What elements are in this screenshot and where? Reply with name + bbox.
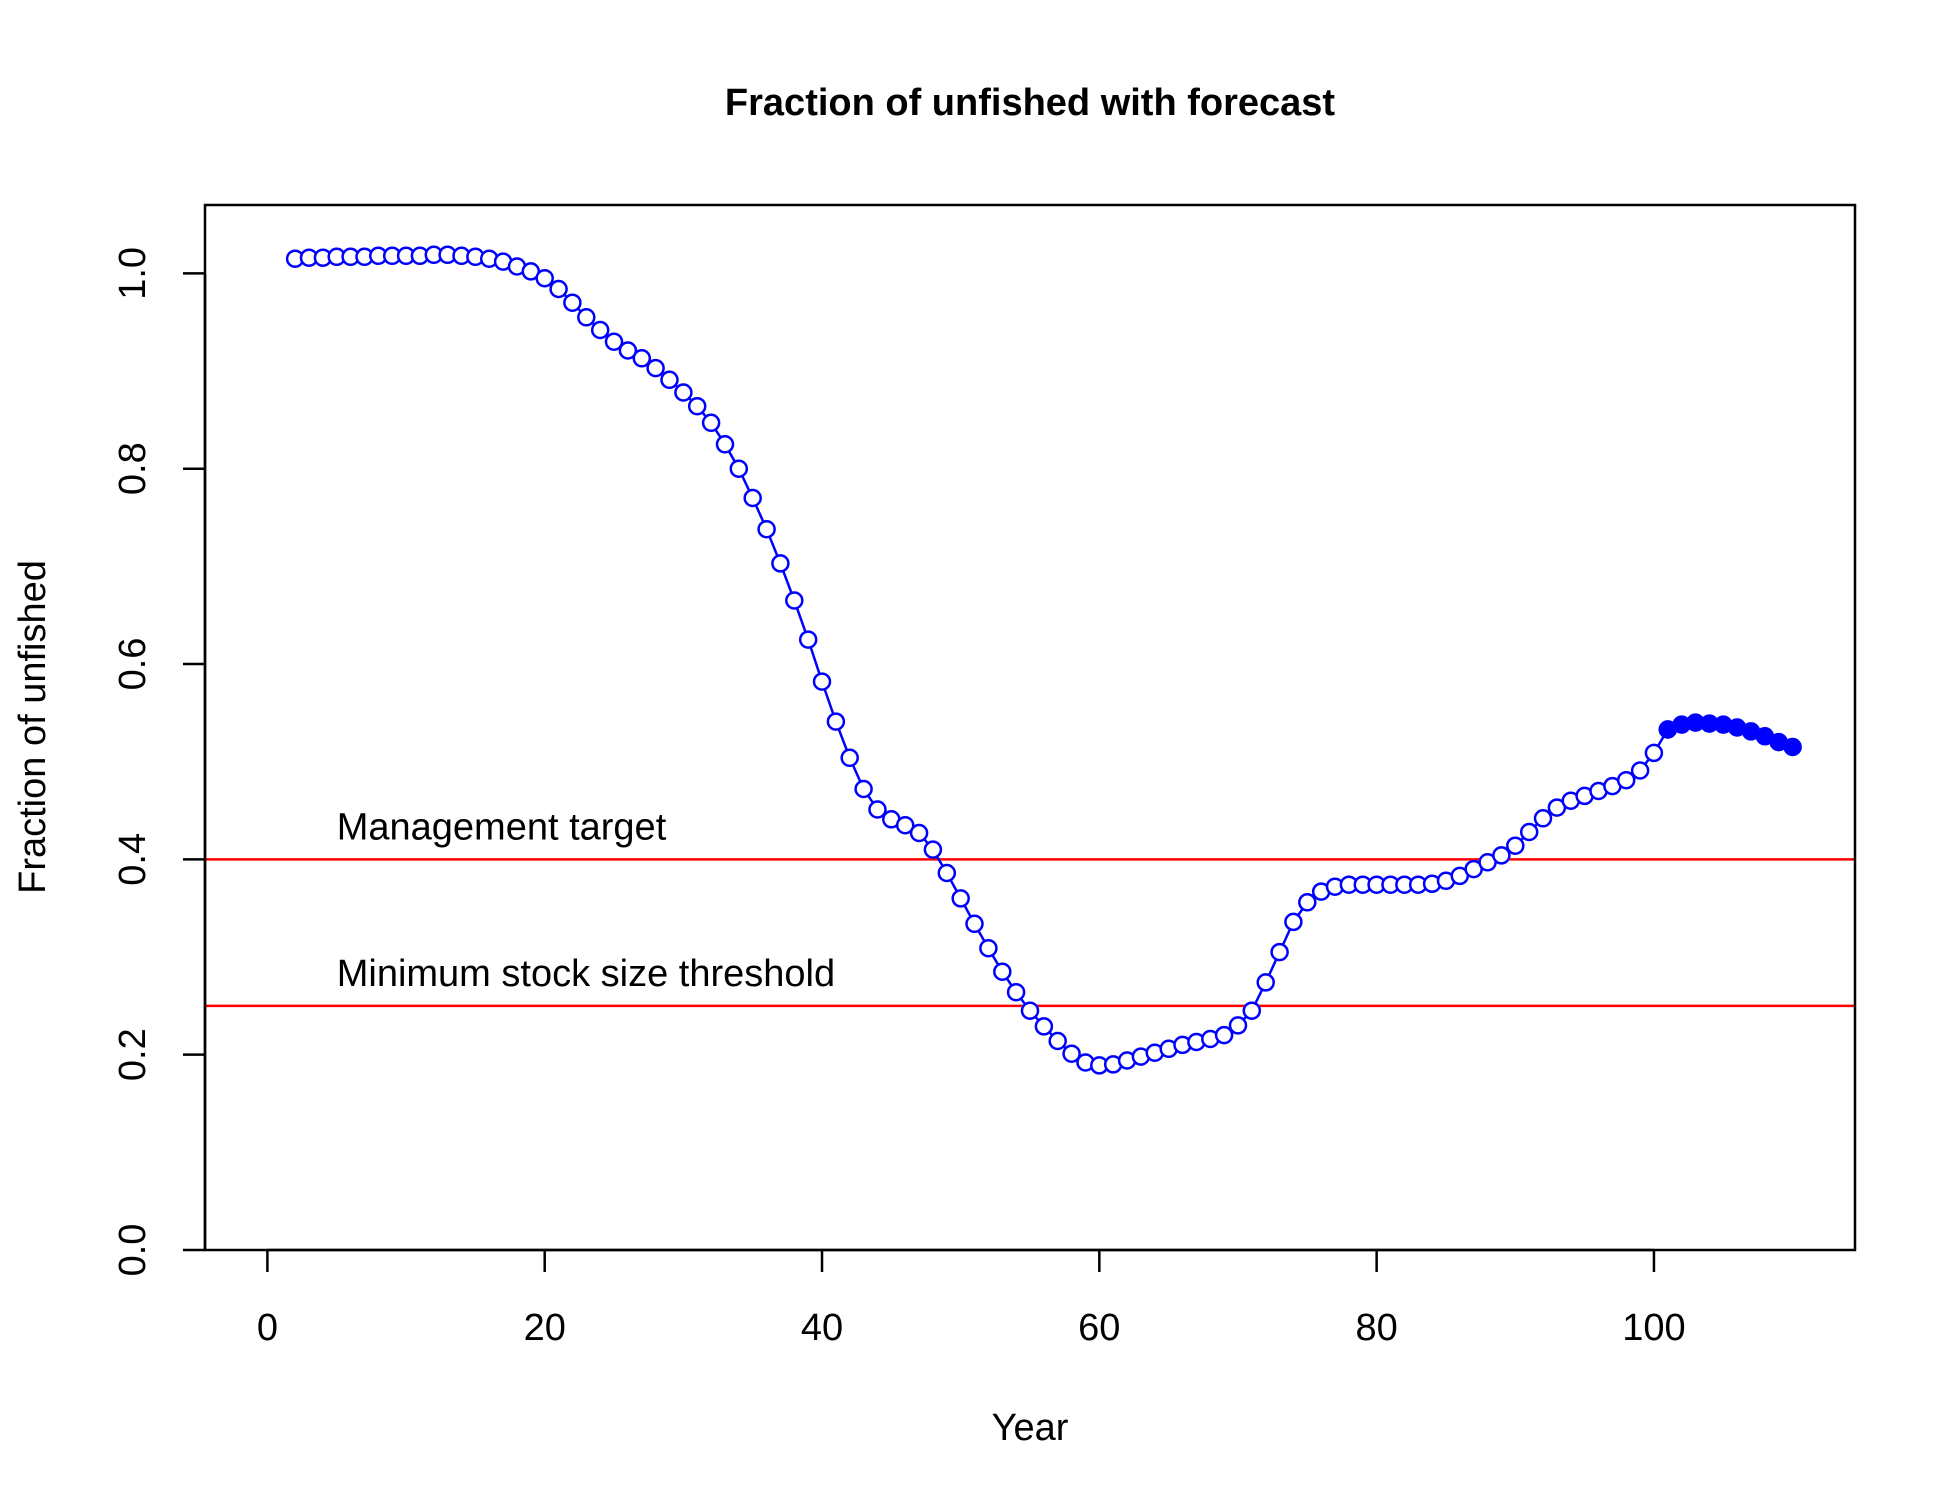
- data-point: [1034, 1017, 1054, 1036]
- data-point: [1630, 761, 1650, 780]
- data-point: [951, 889, 970, 908]
- data-point: [923, 840, 943, 859]
- data-point: [549, 279, 568, 299]
- plot-frame: [203, 203, 1857, 1252]
- data-point: [563, 293, 582, 312]
- data-point: [979, 938, 998, 958]
- y-tick-label: 1.0: [112, 247, 154, 300]
- data-point: [854, 779, 873, 799]
- data-point: [1006, 982, 1026, 1002]
- reference-label: Management target: [337, 806, 667, 848]
- y-tick-label: 0.2: [112, 1028, 154, 1081]
- data-point: [701, 413, 721, 433]
- reference-label: Minimum stock size threshold: [337, 953, 835, 995]
- data-point: [590, 320, 610, 340]
- x-axis: 0 20 40 60 80 100: [257, 1248, 1686, 1349]
- data-point: [909, 823, 929, 843]
- data-point: [812, 672, 832, 691]
- data-point: [715, 435, 735, 454]
- data-point: [604, 332, 624, 351]
- x-tick-label: 80: [1355, 1307, 1397, 1349]
- data-point: [1256, 973, 1275, 992]
- data-point: [1284, 912, 1303, 932]
- data-point: [1533, 809, 1553, 828]
- data-point: [937, 863, 957, 883]
- data-point: [618, 341, 638, 360]
- y-axis-title: Fraction of unfished: [12, 560, 54, 894]
- x-tick-label: 60: [1078, 1307, 1120, 1349]
- data-point: [729, 459, 749, 478]
- data-point: [1270, 942, 1289, 962]
- data-point: [674, 383, 693, 402]
- data-point: [687, 396, 707, 416]
- data-point: [1492, 846, 1511, 865]
- data-point: [868, 800, 887, 819]
- y-tick-label: 0.0: [112, 1224, 154, 1277]
- data-point: [895, 815, 915, 835]
- y-axis: 0.0 0.2 0.4 0.6 0.8 1.0: [112, 247, 207, 1277]
- data-point: [1214, 1025, 1234, 1045]
- x-axis-title: Year: [992, 1407, 1069, 1449]
- data-point: [1242, 1001, 1262, 1020]
- forecast-point: [1783, 737, 1802, 757]
- y-tick-label: 0.6: [112, 638, 154, 691]
- data-point: [1228, 1016, 1248, 1035]
- data-point: [757, 519, 776, 539]
- data-point: [535, 268, 554, 288]
- data-point: [1048, 1031, 1067, 1051]
- data-point: [965, 914, 984, 934]
- data-point: [577, 308, 596, 327]
- data-point: [1616, 770, 1636, 790]
- y-tick-label: 0.8: [112, 442, 154, 495]
- plot-area: Management target Minimum stock size thre…: [205, 245, 1855, 1075]
- data-point: [785, 591, 804, 610]
- data-point: [1519, 822, 1539, 842]
- chart-title: Fraction of unfished with forecast: [725, 82, 1335, 124]
- x-tick-label: 100: [1622, 1307, 1685, 1349]
- x-tick-label: 40: [801, 1307, 843, 1349]
- data-point: [798, 630, 818, 649]
- data-point: [1062, 1044, 1081, 1063]
- x-tick-label: 20: [524, 1307, 566, 1349]
- data-point: [1020, 1001, 1040, 1020]
- y-tick-label: 0.4: [112, 833, 154, 886]
- data-point: [1644, 743, 1664, 763]
- data-point: [646, 358, 665, 378]
- data-point: [743, 488, 762, 508]
- data-point: [1506, 836, 1525, 855]
- data-point: [632, 349, 652, 368]
- data-point: [1298, 893, 1317, 912]
- data-point: [826, 712, 846, 731]
- x-tick-label: 0: [257, 1307, 278, 1349]
- data-point: [993, 962, 1012, 981]
- data-point: [840, 748, 859, 768]
- data-point: [660, 370, 679, 390]
- data-point: [771, 554, 790, 573]
